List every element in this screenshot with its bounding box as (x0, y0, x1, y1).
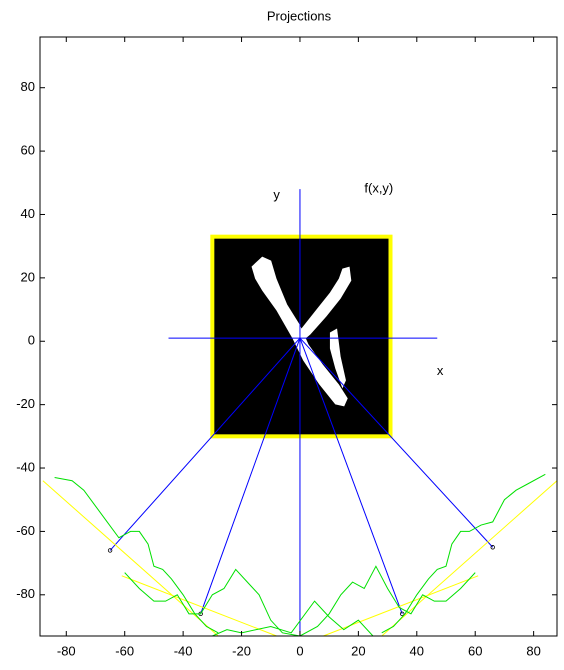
y-tick-label: -40 (16, 459, 35, 474)
y-tick-label: -80 (16, 586, 35, 601)
x-tick-label: -40 (174, 643, 193, 658)
x-tick-label: -20 (232, 643, 251, 658)
y-tick-label: 60 (21, 143, 35, 158)
y-tick-label: -20 (16, 396, 35, 411)
y-tick-label: 80 (21, 79, 35, 94)
x-tick-label: 20 (351, 643, 365, 658)
x-tick-label: -80 (57, 643, 76, 658)
x-tick-label: -60 (115, 643, 134, 658)
x-tick-label: 0 (296, 643, 303, 658)
chart-title: Projections (267, 8, 332, 23)
annotation: y (273, 187, 280, 202)
y-tick-label: 40 (21, 206, 35, 221)
y-tick-label: 0 (28, 333, 35, 348)
annotation: f(x,y) (364, 181, 393, 196)
y-tick-label: 20 (21, 269, 35, 284)
y-tick-label: -60 (16, 523, 35, 538)
x-tick-label: 80 (526, 643, 540, 658)
x-tick-label: 40 (410, 643, 424, 658)
annotation: x (437, 363, 444, 378)
x-tick-label: 60 (468, 643, 482, 658)
chart: Projections x y f(x,y) -80 -60 -40 -20 0 20 40 60 8… (0, 0, 564, 665)
